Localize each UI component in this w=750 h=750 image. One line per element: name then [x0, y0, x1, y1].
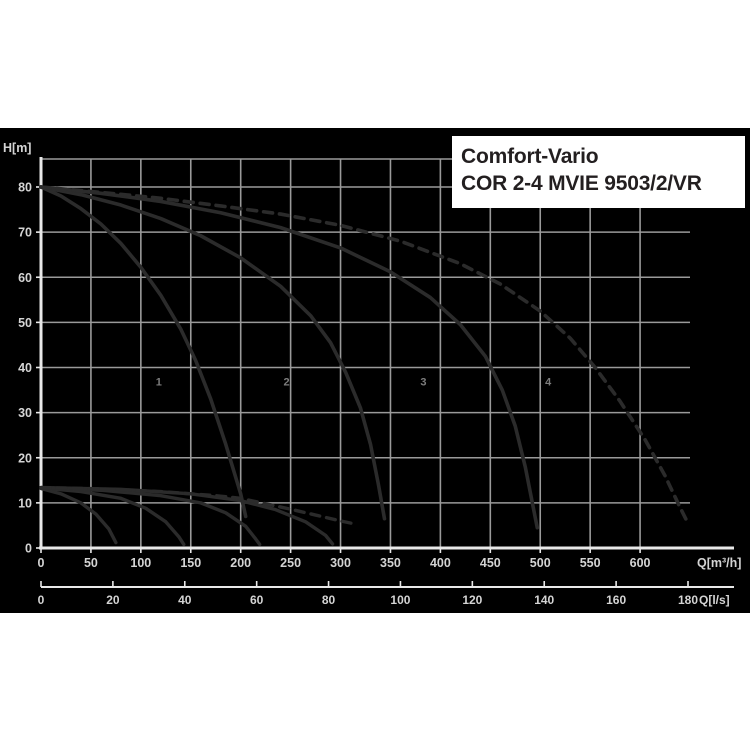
curve-label-3: 3: [420, 377, 426, 389]
x-tick-label: 100: [130, 556, 151, 570]
axis-titles: H[m] Q[m³/h] Q[l/s]: [3, 141, 741, 607]
axis-lines: [36, 157, 734, 588]
curve-label-2: 2: [284, 377, 290, 389]
secondary-x-tick-label: 60: [250, 593, 264, 607]
x-axis-tick-labels: 0 50 100 150 200 250 300 350 400 450 500 550 600: [38, 556, 651, 570]
x-tick-label: 0: [38, 556, 45, 570]
curve-2: [39, 185, 387, 521]
curve-label-1: 1: [156, 377, 162, 389]
y-axis-tick-labels: 0 10 20 30 40 50 60 70 80: [18, 181, 32, 556]
secondary-x-tick-label: 140: [534, 593, 554, 607]
secondary-x-tick-label: 20: [106, 593, 120, 607]
x-tick-label: 50: [84, 556, 98, 570]
x-tick-label: 300: [330, 556, 351, 570]
y-tick-label: 30: [18, 406, 32, 420]
y-tick-label: 10: [18, 496, 32, 510]
y-tick-label: 0: [25, 542, 32, 556]
y-tick-label: 80: [18, 181, 32, 195]
x-tick-label: 400: [430, 556, 451, 570]
curve-npsh-3: [39, 485, 262, 547]
x-tick-label: 600: [630, 556, 651, 570]
y-tick-label: 20: [18, 451, 32, 465]
secondary-x-tick-label: 180: [678, 593, 698, 607]
x-tick-label: 550: [580, 556, 601, 570]
title-line-product: Comfort-Vario: [461, 145, 599, 168]
curve-3: [39, 185, 540, 530]
y-axis-title: H[m]: [3, 141, 31, 155]
secondary-x-tick-label: 40: [178, 593, 192, 607]
curve-npsh-1: [39, 486, 118, 545]
curve-4: [39, 185, 690, 525]
curve-number-labels: 1 2 3 4: [156, 377, 552, 389]
secondary-x-tick-label: 120: [462, 593, 482, 607]
x-tick-label: 500: [530, 556, 551, 570]
x-tick-label: 250: [280, 556, 301, 570]
secondary-x-axis-tick-labels: 0 20 40 60 80 100 120 140 160 180: [38, 593, 699, 607]
secondary-x-tick-label: 100: [390, 593, 410, 607]
secondary-x-tick-label: 160: [606, 593, 626, 607]
title-line-model: COR 2-4 MVIE 9503/2/VR: [461, 172, 702, 195]
curve-npsh-4: [39, 485, 335, 546]
curve-paths: [39, 185, 690, 547]
chart-title-card: Comfort-Vario COR 2-4 MVIE 9503/2/VR: [452, 136, 745, 208]
secondary-x-axis-title: Q[l/s]: [699, 593, 730, 607]
curve-1: [39, 185, 248, 519]
curve-npsh-2: [39, 486, 186, 547]
x-tick-label: 350: [380, 556, 401, 570]
y-tick-label: 60: [18, 271, 32, 285]
x-axis-title: Q[m³/h]: [697, 556, 741, 570]
curve-label-4: 4: [545, 377, 552, 389]
x-tick-label: 150: [180, 556, 201, 570]
x-tick-label: 450: [480, 556, 501, 570]
x-tick-label: 200: [230, 556, 251, 570]
secondary-x-tick-label: 80: [322, 593, 336, 607]
y-tick-label: 70: [18, 226, 32, 240]
y-tick-label: 40: [18, 361, 32, 375]
y-tick-label: 50: [18, 316, 32, 330]
secondary-x-tick-label: 0: [38, 593, 45, 607]
curve-npsh-5: [39, 485, 358, 526]
